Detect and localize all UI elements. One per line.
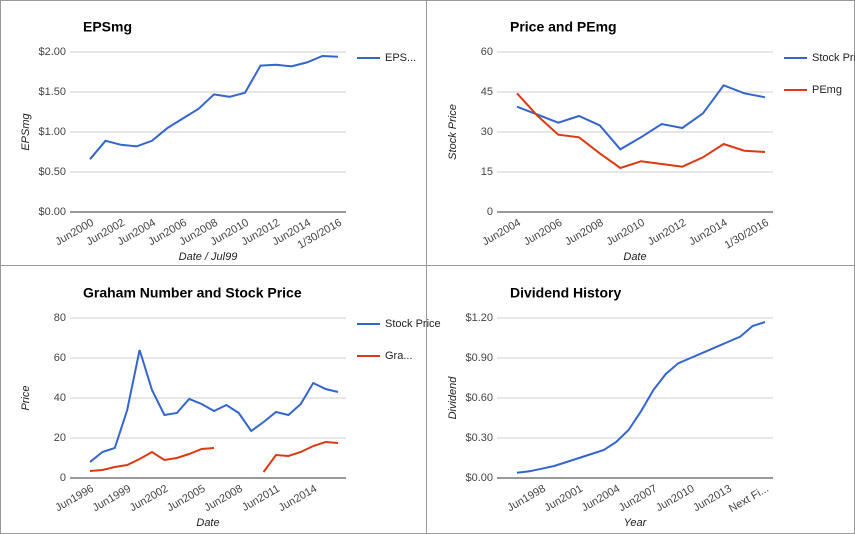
legend-label: PEmg bbox=[812, 84, 842, 96]
x-tick-label: Jun2010 bbox=[654, 483, 697, 515]
y-tick-label: $0.00 bbox=[465, 472, 493, 484]
y-axis-title: EPSmg bbox=[20, 112, 32, 150]
chart-panel: Price and PEmg015304560Jun2004Jun2006Jun… bbox=[447, 19, 855, 263]
y-tick-label: 45 bbox=[481, 86, 493, 98]
x-tick-label: Jun2008 bbox=[202, 483, 245, 515]
y-tick-label: $0.90 bbox=[465, 352, 493, 364]
x-tick-label: Jun2004 bbox=[580, 483, 623, 515]
x-tick-label: Jun2011 bbox=[240, 483, 282, 514]
x-tick-label: Jun2014 bbox=[277, 483, 320, 515]
y-tick-label: $0.50 bbox=[38, 166, 66, 178]
chart-title: Price and PEmg bbox=[510, 19, 617, 35]
y-tick-label: 20 bbox=[54, 432, 66, 444]
x-tick-label: Jun2010 bbox=[604, 217, 647, 249]
chart-title: EPSmg bbox=[83, 19, 132, 35]
x-tick-label: Jun2013 bbox=[691, 483, 734, 515]
legend-item: Stock Price bbox=[812, 52, 855, 64]
y-tick-label: 80 bbox=[54, 312, 66, 324]
y-tick-label: 15 bbox=[481, 166, 493, 178]
x-tick-label: Jun2007 bbox=[617, 483, 660, 515]
chart-panel: Dividend History $0.00 $0.30 $0.60 $0.90 $1.2… bbox=[447, 285, 773, 529]
x-tick-label: Jun2006 bbox=[522, 217, 565, 249]
legend-item: EPS... bbox=[385, 52, 417, 64]
x-axis-title: Date / Jul99 bbox=[179, 251, 238, 263]
series-line bbox=[516, 84, 766, 151]
series-line bbox=[89, 349, 339, 463]
x-tick-label: Jun2004 bbox=[480, 217, 523, 249]
legend-item: PEmg bbox=[812, 84, 842, 96]
legend-label: EPS... bbox=[385, 52, 417, 64]
y-tick-label: 60 bbox=[481, 46, 493, 58]
legend-label: Gra... bbox=[385, 350, 413, 362]
y-axis-title: Stock Price bbox=[447, 104, 459, 160]
chart-panel: EPSmg$0.00$0.50$1.00$1.50$2.00Jun2000Jun… bbox=[20, 19, 417, 263]
legend-item: Gra... bbox=[385, 350, 413, 362]
y-tick-label: 0 bbox=[487, 206, 493, 218]
y-tick-label: $2.00 bbox=[38, 46, 66, 58]
series-line bbox=[89, 440, 339, 473]
x-tick-label: 1/30/2016 bbox=[723, 217, 771, 252]
y-tick-label: $1.50 bbox=[38, 86, 66, 98]
y-axis-title: Price bbox=[20, 385, 32, 410]
y-tick-label: 0 bbox=[60, 472, 66, 484]
y-tick-label: $0.60 bbox=[465, 392, 493, 404]
x-tick-label: Jun1996 bbox=[53, 483, 96, 515]
series-line bbox=[516, 92, 766, 170]
y-tick-label: 30 bbox=[481, 126, 493, 138]
y-tick-label: $1.20 bbox=[465, 312, 493, 324]
x-tick-label: Jun2012 bbox=[646, 217, 689, 249]
y-tick-label: 60 bbox=[54, 352, 66, 364]
series-line bbox=[89, 54, 339, 160]
x-tick-label: Next Fi... bbox=[727, 483, 771, 515]
x-axis-title: Year bbox=[624, 517, 648, 529]
y-tick-label: $0.00 bbox=[38, 206, 66, 218]
series-line bbox=[516, 321, 766, 474]
y-tick-label: $0.30 bbox=[465, 432, 493, 444]
legend-label: Stock Price bbox=[385, 318, 441, 330]
x-tick-label: Jun1999 bbox=[91, 483, 134, 515]
x-tick-label: Jun2008 bbox=[563, 217, 606, 249]
x-axis-title: Date bbox=[196, 517, 219, 529]
y-tick-label: $1.00 bbox=[38, 126, 66, 138]
y-axis-title: Dividend bbox=[447, 376, 459, 420]
x-tick-label: Jun2001 bbox=[542, 483, 585, 515]
x-tick-label: Jun2005 bbox=[165, 483, 208, 515]
legend-item: Stock Price bbox=[385, 318, 441, 330]
x-axis-title: Date bbox=[623, 251, 646, 263]
chart-panel: Graham Number and Stock Price 0 20 40 60 80 Ju… bbox=[20, 285, 441, 529]
legend-label: Stock Price bbox=[812, 52, 855, 64]
y-tick-label: 40 bbox=[54, 392, 66, 404]
x-tick-label: Jun2002 bbox=[128, 483, 171, 515]
chart-title: Graham Number and Stock Price bbox=[83, 285, 302, 301]
x-tick-label: Jun1998 bbox=[505, 483, 548, 515]
chart-title: Dividend History bbox=[510, 285, 621, 301]
